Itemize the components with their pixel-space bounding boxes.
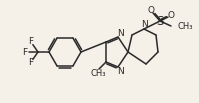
Text: F: F: [22, 47, 28, 57]
Text: CH₃: CH₃: [178, 22, 193, 30]
Text: F: F: [28, 37, 33, 46]
Text: N: N: [141, 19, 147, 29]
Text: O: O: [147, 5, 154, 15]
Text: N: N: [117, 67, 123, 75]
Text: N: N: [117, 29, 123, 37]
Text: CH₃: CH₃: [90, 69, 106, 78]
Text: O: O: [168, 11, 175, 19]
Text: S: S: [156, 15, 164, 28]
Text: F: F: [28, 58, 33, 67]
